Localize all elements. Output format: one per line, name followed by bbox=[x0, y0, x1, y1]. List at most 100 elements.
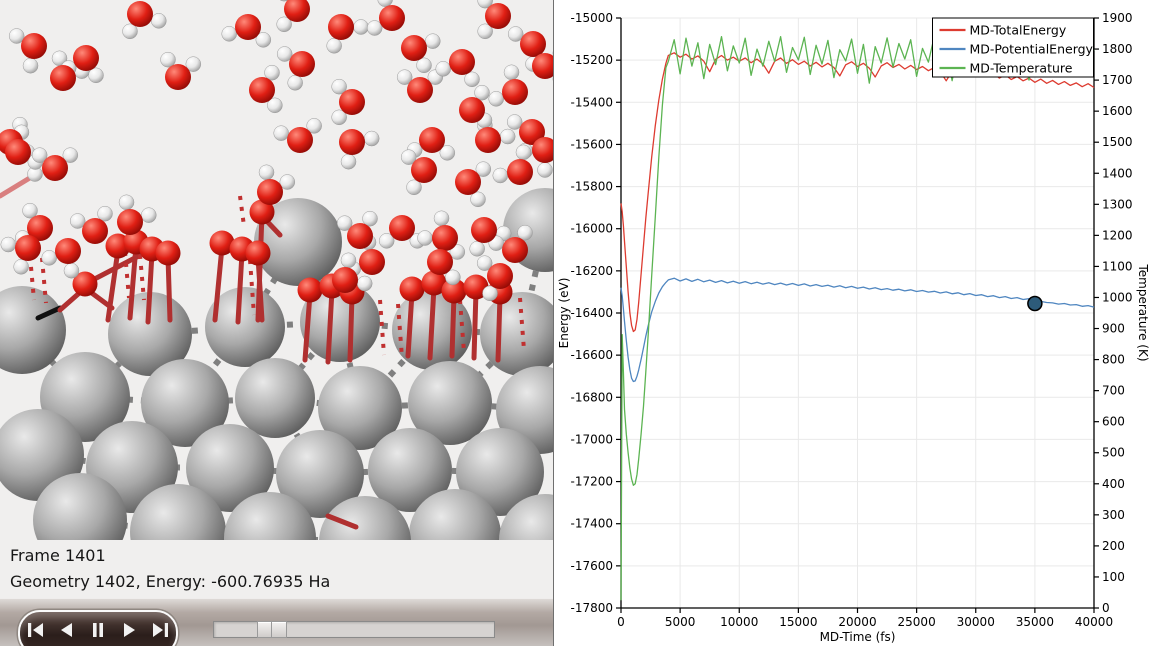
oxygen-atom bbox=[289, 51, 315, 77]
hydrogen-atom bbox=[517, 224, 533, 241]
oxygen-atom bbox=[249, 199, 275, 225]
silicon-atom bbox=[318, 366, 402, 450]
y-tick-label-right: 1300 bbox=[1102, 197, 1133, 211]
chart-background bbox=[555, 0, 1151, 646]
step-back-button[interactable] bbox=[51, 619, 82, 641]
hydrogen-atom bbox=[88, 67, 104, 84]
hydrogen-atom bbox=[97, 205, 113, 222]
hydrogen-atom bbox=[475, 161, 492, 177]
pause-button[interactable] bbox=[82, 619, 113, 641]
oxygen-atom bbox=[475, 127, 501, 153]
oxygen-atom bbox=[455, 169, 481, 195]
y-tick-label-right: 700 bbox=[1102, 384, 1125, 398]
play-button[interactable] bbox=[114, 619, 145, 641]
silicon-atom bbox=[300, 282, 380, 362]
play-icon bbox=[123, 623, 135, 637]
hydrogen-bond bbox=[396, 303, 404, 359]
silicon-atom bbox=[456, 428, 544, 516]
silicon-atom bbox=[130, 484, 226, 540]
hydrogen-atom bbox=[492, 167, 509, 184]
oxygen-atom bbox=[532, 137, 553, 163]
silicon-atom bbox=[319, 496, 411, 540]
x-tick-label: 25000 bbox=[898, 615, 936, 629]
oxygen-atom bbox=[449, 49, 475, 75]
oxygen-surface-bond bbox=[495, 293, 503, 363]
y-tick-label-left: -17000 bbox=[570, 432, 613, 446]
silicon-atom bbox=[205, 287, 285, 367]
oxygen-atom bbox=[50, 65, 76, 91]
hydrogen-atom bbox=[276, 16, 292, 33]
oxygen-atom bbox=[155, 240, 181, 266]
legend-box bbox=[932, 17, 1094, 78]
y-tick-label-right: 1400 bbox=[1102, 166, 1133, 180]
skip-to-start-button[interactable] bbox=[20, 619, 51, 641]
y-tick-label-left: -16200 bbox=[570, 264, 613, 278]
hydrogen-atom bbox=[353, 19, 369, 35]
x-tick-label: 10000 bbox=[720, 615, 758, 629]
trajectory-viewer-panel: Frame 1401 Geometry 1402, Energy: -600.7… bbox=[0, 0, 554, 646]
y-axis-title-right: Temperature (K) bbox=[1136, 263, 1150, 361]
x-tick-label: 0 bbox=[617, 615, 625, 629]
hydrogen-atom bbox=[276, 46, 293, 62]
silicon-atom bbox=[368, 428, 452, 512]
md-chart[interactable]: -15000 -15200 -15400 -15600 -15800 -16000 -162… bbox=[555, 0, 1151, 646]
frame-slider-track[interactable] bbox=[213, 621, 495, 638]
hydrogen-atom bbox=[439, 145, 456, 161]
hydrogen-atom bbox=[470, 191, 486, 208]
oxygen-atom bbox=[463, 274, 489, 300]
hydrogen-atom bbox=[537, 162, 553, 178]
y-tick-label-left: -17600 bbox=[570, 559, 613, 573]
skip-to-end-icon bbox=[153, 623, 169, 637]
x-tick-label: 40000 bbox=[1075, 615, 1113, 629]
hydrogen-atom bbox=[362, 210, 378, 227]
legend-label: MD-Temperature bbox=[970, 61, 1073, 76]
oxygen-atom bbox=[502, 79, 528, 105]
hydrogen-atom bbox=[13, 259, 29, 275]
y-tick-label-left: -17200 bbox=[570, 475, 613, 489]
oxygen-atom bbox=[441, 278, 467, 304]
oxygen-surface-bond bbox=[235, 250, 245, 325]
hydrogen-atom bbox=[425, 33, 441, 49]
skip-to-end-button[interactable] bbox=[145, 619, 176, 641]
current-frame-marker bbox=[1027, 295, 1043, 312]
y-tick-label-left: -16800 bbox=[570, 390, 613, 404]
y-tick-label-left: -16400 bbox=[570, 306, 613, 320]
pause-icon bbox=[93, 623, 103, 637]
oxygen-atom bbox=[257, 179, 283, 205]
oxygen-surface-bond bbox=[325, 513, 359, 530]
frame-slider-handle[interactable] bbox=[257, 621, 287, 638]
molecule-viewport[interactable] bbox=[0, 0, 553, 540]
x-tick-label: 20000 bbox=[838, 615, 876, 629]
hydrogen-atom bbox=[279, 0, 289, 2]
y-tick-label-right: 1200 bbox=[1102, 228, 1133, 242]
oxygen-atom bbox=[427, 249, 453, 275]
oxygen-surface-bond bbox=[325, 287, 335, 365]
oxygen-atom bbox=[73, 45, 99, 71]
oxygen-atom bbox=[339, 129, 365, 155]
playback-button-group bbox=[18, 610, 178, 646]
silicon-atom bbox=[409, 489, 501, 540]
frame-info: Frame 1401 Geometry 1402, Energy: -600.7… bbox=[10, 543, 550, 595]
oxygen-surface-bond bbox=[145, 250, 155, 325]
hydrogen-atom bbox=[41, 250, 57, 266]
hydrogen-atom bbox=[336, 215, 353, 231]
y-axis-title-left: Energy (eV) bbox=[557, 278, 571, 349]
x-tick-label: 35000 bbox=[1016, 615, 1054, 629]
y-tick-label-left: -17400 bbox=[570, 517, 613, 531]
hydrogen-bond bbox=[238, 195, 246, 227]
y-tick-label-right: 0 bbox=[1102, 601, 1110, 615]
oxygen-atom bbox=[459, 97, 485, 123]
oxygen-surface-bond bbox=[255, 211, 265, 323]
oxygen-atom bbox=[519, 119, 545, 145]
silicon-atom bbox=[186, 424, 274, 512]
hydrogen-atom bbox=[356, 275, 373, 292]
oxygen-surface-bond bbox=[347, 293, 355, 363]
geometry-energy-label: Geometry 1402, Energy: -600.76935 Ha bbox=[10, 572, 331, 591]
oxygen-atom bbox=[117, 209, 143, 235]
oxygen-atom bbox=[359, 249, 385, 275]
hydrogen-bond bbox=[378, 299, 386, 356]
hydrogen-atom bbox=[503, 64, 520, 81]
hydrogen-atom bbox=[363, 130, 380, 147]
hydrogen-atom bbox=[417, 230, 433, 246]
oxygen-atom bbox=[347, 223, 373, 249]
